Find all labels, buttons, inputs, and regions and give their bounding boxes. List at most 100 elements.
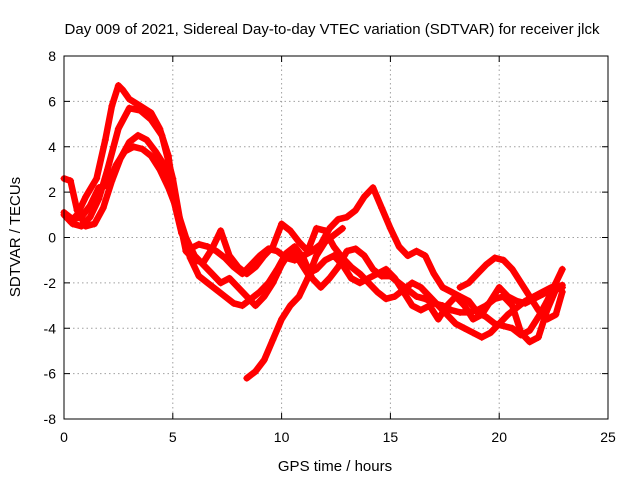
data-point-plus (101, 136, 109, 144)
data-point-plus (360, 252, 368, 260)
data-point-plus (114, 125, 122, 133)
data-point-plus (347, 274, 355, 282)
data-point-plus (67, 177, 75, 185)
data-point-plus (547, 286, 555, 294)
data-point-plus (534, 306, 542, 314)
data-point-plus (286, 227, 294, 235)
data-point-plus (517, 279, 525, 287)
data-point-plus (82, 222, 90, 230)
x-tick-label: 20 (491, 429, 507, 445)
data-point-plus (404, 252, 412, 260)
data-point-plus (378, 204, 386, 212)
data-point-plus (408, 302, 416, 310)
data-point-plus (460, 302, 468, 310)
data-point-plus (251, 367, 259, 375)
data-point-plus (93, 175, 101, 183)
data-point-plus (173, 206, 181, 214)
data-point-plus (69, 215, 77, 223)
data-point-plus (317, 283, 325, 291)
data-point-plus (156, 165, 164, 173)
data-point-plus (295, 256, 303, 264)
data-point-plus (460, 324, 468, 332)
data-point-plus (199, 261, 207, 269)
data-point-plus (339, 224, 347, 232)
data-point-plus (130, 143, 138, 151)
data-point-plus (539, 290, 547, 298)
data-point-plus (304, 274, 312, 282)
data-point-plus (447, 306, 455, 314)
data-point-plus (82, 193, 90, 201)
data-point-plus (112, 161, 120, 169)
data-point-plus (495, 283, 503, 291)
data-point-plus (212, 286, 220, 294)
data-point-plus (247, 261, 255, 269)
data-point-plus (447, 288, 455, 296)
data-point-plus (382, 295, 390, 303)
data-point-plus (330, 252, 338, 260)
data-point-plus (382, 265, 390, 273)
data-point-plus (552, 311, 560, 319)
data-point-plus (421, 252, 429, 260)
data-point-plus (443, 302, 451, 310)
data-point-plus (234, 283, 242, 291)
data-point-plus (334, 215, 342, 223)
data-point-plus (125, 138, 133, 146)
data-point-plus (486, 297, 494, 305)
data-point-plus (160, 161, 168, 169)
data-point-plus (119, 86, 127, 94)
data-point-plus (352, 245, 360, 253)
chart-title: Day 009 of 2021, Sidereal Day-to-day VTE… (65, 21, 600, 38)
series-track (243, 225, 346, 382)
data-point-plus (312, 252, 320, 260)
data-point-plus (491, 320, 499, 328)
x-tick-label: 15 (383, 429, 399, 445)
data-point-plus (365, 274, 373, 282)
x-tick-label: 10 (274, 429, 290, 445)
data-point-plus (243, 374, 251, 382)
data-point-plus (434, 315, 442, 323)
data-point-plus (321, 256, 329, 264)
data-point-plus (99, 204, 107, 212)
data-point-plus (543, 315, 551, 323)
data-point-plus (134, 131, 142, 139)
data-point-plus (147, 152, 155, 160)
data-point-plus (260, 356, 268, 364)
data-point-plus (299, 252, 307, 260)
data-point-plus (526, 292, 534, 300)
data-point-plus (508, 302, 516, 310)
data-point-plus (151, 147, 159, 155)
data-point-plus (217, 279, 225, 287)
data-point-plus (343, 247, 351, 255)
data-point-plus (456, 308, 464, 316)
data-point-plus (77, 213, 85, 221)
data-point-plus (469, 315, 477, 323)
x-tick-label: 5 (169, 429, 177, 445)
data-point-plus (191, 252, 199, 260)
data-point-plus (212, 247, 220, 255)
data-point-plus (439, 283, 447, 291)
data-point-plus (308, 247, 316, 255)
data-point-plus (114, 81, 122, 89)
data-point-plus (526, 338, 534, 346)
data-point-plus (343, 213, 351, 221)
data-point-plus (356, 270, 364, 278)
data-point-plus (486, 329, 494, 337)
data-point-plus (413, 292, 421, 300)
data-point-plus (395, 243, 403, 251)
data-point-plus (469, 329, 477, 337)
data-point-plus (256, 288, 264, 296)
data-point-plus (330, 231, 338, 239)
data-point-plus (73, 206, 81, 214)
data-point-plus (369, 265, 377, 273)
y-tick-label: -2 (44, 275, 57, 291)
data-point-plus (269, 279, 277, 287)
data-point-plus (104, 165, 112, 173)
x-axis-label: GPS time / hours (278, 458, 392, 475)
y-tick-label: 8 (48, 48, 56, 64)
data-point-plus (195, 240, 203, 248)
data-point-plus (386, 224, 394, 232)
data-point-plus (504, 292, 512, 300)
series-track-e (243, 224, 347, 382)
x-tick-label: 0 (60, 429, 68, 445)
